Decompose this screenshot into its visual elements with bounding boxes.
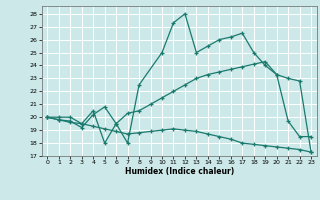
X-axis label: Humidex (Indice chaleur): Humidex (Indice chaleur) — [124, 167, 234, 176]
